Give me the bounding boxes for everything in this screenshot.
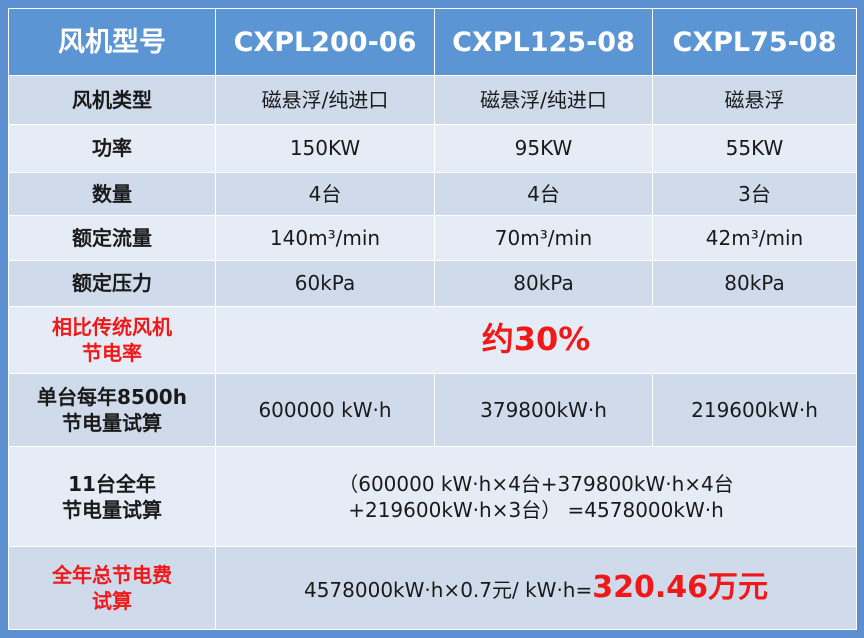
row-label: 风机类型: [8, 75, 216, 126]
saving-rate-text: 约30%: [481, 320, 591, 359]
label-line: 试算: [92, 588, 132, 613]
row-label: 全年总节电费 试算: [8, 545, 216, 631]
row-label: 相比传统风机 节电率: [8, 305, 216, 375]
header-row: 风机型号 CXPL200-06 CXPL125-08 CXPL75-08: [8, 7, 857, 77]
row-label: 额定压力: [8, 259, 216, 307]
cell: 80kPa: [434, 259, 653, 307]
cell: 95KW: [434, 124, 653, 173]
fan-comparison-table: 风机型号 CXPL200-06 CXPL125-08 CXPL75-08 风机类…: [8, 7, 857, 631]
label-line: 单台每年8500h: [37, 385, 187, 410]
cell: 60kPa: [215, 259, 435, 307]
cell: 379800kW·h: [434, 373, 653, 448]
model-3: CXPL75-08: [652, 7, 857, 77]
row-label: 单台每年8500h 节电量试算: [8, 373, 216, 448]
cell: 4台: [215, 171, 435, 216]
cell: 55KW: [652, 124, 857, 173]
cell: 70m³/min: [434, 214, 653, 261]
row-saving-rate: 相比传统风机 节电率 约30%: [8, 305, 857, 375]
formula-text: 4578000kW·h×0.7元/ kW·h=: [303, 578, 593, 603]
row-per-unit: 单台每年8500h 节电量试算 600000 kW·h 379800kW·h 2…: [8, 373, 857, 448]
cell: 4台: [434, 171, 653, 216]
total-energy-formula: （600000 kW·h×4台+379800kW·h×4台 +219600kW·…: [215, 446, 857, 547]
label-line: 全年总节电费: [52, 562, 172, 587]
label-line: 节电率: [82, 341, 142, 365]
cell: 80kPa: [652, 259, 857, 307]
cell: 42m³/min: [652, 214, 857, 261]
total-cost-result: 320.46万元: [592, 570, 769, 606]
row-power: 功率 150KW 95KW 55KW: [8, 124, 857, 173]
row-fan-type: 风机类型 磁悬浮/纯进口 磁悬浮/纯进口 磁悬浮: [8, 75, 857, 126]
label-line: 相比传统风机: [52, 315, 172, 339]
row-label: 11台全年 节电量试算: [8, 446, 216, 547]
cell: 150KW: [215, 124, 435, 173]
label-line: 节电量试算: [62, 497, 162, 522]
total-cost-formula: 4578000kW·h×0.7元/ kW·h=320.46万元: [215, 545, 857, 631]
model-1: CXPL200-06: [215, 7, 435, 77]
label-line: 11台全年: [68, 471, 156, 496]
cell: 磁悬浮: [652, 75, 857, 126]
label-line: 节电量试算: [62, 411, 162, 436]
row-label: 额定流量: [8, 214, 216, 261]
header-label: 风机型号: [8, 7, 216, 77]
cell: 140m³/min: [215, 214, 435, 261]
row-label: 数量: [8, 171, 216, 216]
row-quantity: 数量 4台 4台 3台: [8, 171, 857, 216]
cell: 3台: [652, 171, 857, 216]
saving-rate-value: 约30%: [215, 305, 857, 375]
row-pressure: 额定压力 60kPa 80kPa 80kPa: [8, 259, 857, 307]
cell: 磁悬浮/纯进口: [215, 75, 435, 126]
row-total-energy: 11台全年 节电量试算 （600000 kW·h×4台+379800kW·h×4…: [8, 446, 857, 547]
formula-line: （600000 kW·h×4台+379800kW·h×4台: [338, 471, 734, 496]
cell: 600000 kW·h: [215, 373, 435, 448]
cell: 219600kW·h: [652, 373, 857, 448]
formula-line: +219600kW·h×3台） =4578000kW·h: [348, 497, 724, 522]
model-2: CXPL125-08: [434, 7, 653, 77]
row-total-cost: 全年总节电费 试算 4578000kW·h×0.7元/ kW·h=320.46万…: [8, 545, 857, 631]
cell: 磁悬浮/纯进口: [434, 75, 653, 126]
row-flow: 额定流量 140m³/min 70m³/min 42m³/min: [8, 214, 857, 261]
row-label: 功率: [8, 124, 216, 173]
